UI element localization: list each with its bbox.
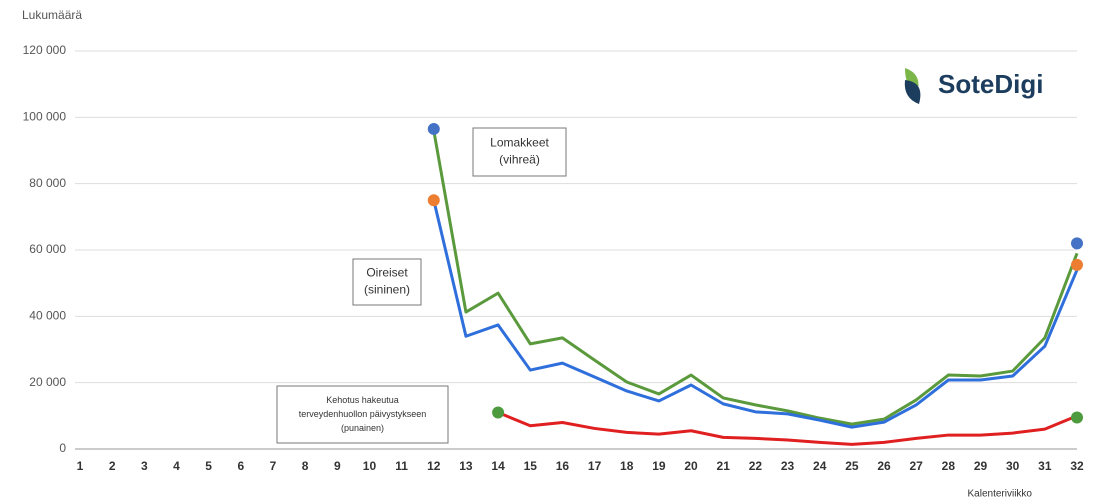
x-tick-label: 27 <box>910 459 924 473</box>
x-tick-label: 14 <box>491 459 505 473</box>
x-tick-label: 28 <box>942 459 956 473</box>
highlight-point <box>492 406 505 419</box>
x-tick-label: 16 <box>556 459 570 473</box>
x-tick-label: 11 <box>395 459 408 473</box>
x-tick-label: 15 <box>524 459 538 473</box>
annotation-text: Lomakkeet <box>490 136 549 150</box>
x-tick-label: 18 <box>620 459 634 473</box>
annotation: Kehotus hakeutua terveydenhuollon päivyst… <box>276 385 449 444</box>
highlight-point <box>427 122 440 135</box>
x-tick-label: 12 <box>427 459 441 473</box>
x-tick-label: 26 <box>877 459 891 473</box>
y-tick-label: 120 000 <box>23 43 67 57</box>
y-tick-label: 80 000 <box>29 176 66 190</box>
x-tick-label: 22 <box>749 459 763 473</box>
highlight-point <box>1071 237 1083 250</box>
x-tick-label: 17 <box>588 459 602 473</box>
y-tick-label: 60 000 <box>29 242 66 256</box>
x-axis-label: Kalenteriviikko <box>968 489 1033 500</box>
x-tick-label: 10 <box>363 459 377 473</box>
x-tick-label: 19 <box>652 459 666 473</box>
annotation-box <box>472 127 567 177</box>
x-tick-label: 8 <box>302 459 309 473</box>
x-tick-label: 20 <box>684 459 698 473</box>
y-axis-label: Lukumäärä <box>22 8 82 22</box>
logo: SoteDigi <box>893 60 1065 110</box>
y-tick-label: 20 000 <box>29 375 66 389</box>
annotation: Lomakkeet (vihreä) <box>472 127 567 177</box>
x-tick-label: 9 <box>334 459 341 473</box>
x-tick-label: 23 <box>781 459 795 473</box>
annotation-text: (sininen) <box>364 283 410 297</box>
x-tick-label: 7 <box>270 459 277 473</box>
y-tick-label: 40 000 <box>29 309 66 323</box>
y-tick-label: 100 000 <box>23 110 67 124</box>
highlight-point <box>1071 411 1083 424</box>
series-line <box>497 411 1078 446</box>
annotation-text: (punainen) <box>341 423 384 433</box>
x-tick-label: 1 <box>77 459 84 473</box>
x-tick-label: 13 <box>459 459 473 473</box>
y-tick-label: 0 <box>59 441 66 455</box>
annotation-text: Kehotus hakeutua <box>326 395 399 405</box>
annotation-text: terveydenhuollon päivystykseen <box>299 409 427 419</box>
x-tick-label: 6 <box>237 459 244 473</box>
x-tick-label: 3 <box>141 459 148 473</box>
x-tick-label: 24 <box>813 459 827 473</box>
highlight-point <box>1071 258 1083 271</box>
x-tick-label: 30 <box>1006 459 1020 473</box>
series-line <box>432 199 1079 429</box>
annotation-text: (vihreä) <box>499 153 540 167</box>
x-tick-label: 5 <box>205 459 212 473</box>
x-tick-label: 29 <box>974 459 988 473</box>
annotation: Oireiset (sininen) <box>352 258 422 306</box>
x-tick-label: 2 <box>109 459 116 473</box>
x-tick-label: 21 <box>717 459 731 473</box>
annotation-box <box>276 385 449 444</box>
series-line <box>432 130 1079 426</box>
logo-text: SoteDigi <box>938 69 1043 99</box>
x-tick-label: 4 <box>173 459 180 473</box>
highlight-point <box>427 194 440 207</box>
annotation-text: Oireiset <box>366 266 408 280</box>
x-tick-label: 32 <box>1070 459 1084 473</box>
annotation-box <box>352 258 422 306</box>
x-tick-label: 31 <box>1038 459 1052 473</box>
x-tick-label: 25 <box>845 459 859 473</box>
